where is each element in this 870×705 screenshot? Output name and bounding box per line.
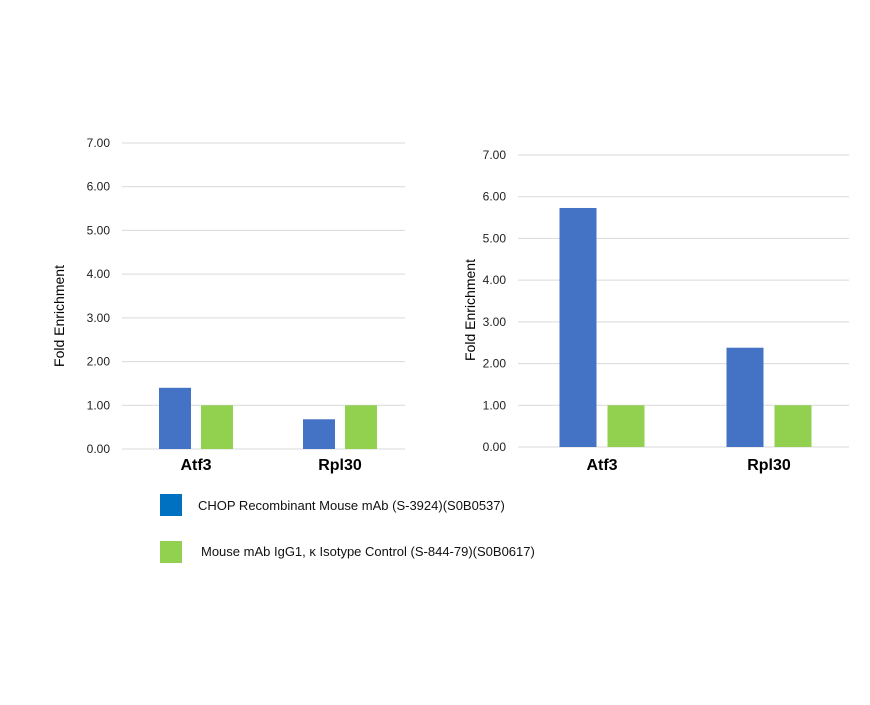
y-tick-label: 5.00 — [483, 231, 507, 245]
y-tick-label: 3.00 — [483, 315, 507, 329]
legend: CHOP Recombinant Mouse mAb (S-3924)(S0B0… — [160, 494, 535, 563]
bar — [345, 405, 377, 449]
bar — [159, 387, 191, 449]
y-tick-label: 1.00 — [87, 398, 111, 412]
y-tick-label: 2.00 — [87, 355, 111, 369]
legend-swatch-chop — [160, 494, 182, 516]
y-tick-label: 7.00 — [483, 148, 507, 162]
y-tick-label: 5.00 — [87, 223, 111, 237]
y-tick-label: 7.00 — [87, 136, 111, 150]
y-tick-label: 0.00 — [483, 440, 507, 454]
y-axis-label: Fold Enrichment — [51, 265, 67, 367]
chart-right: 0.00 1.00 2.00 3.00 4.00 5.00 6.00 7.00 Atf3 Rpl3… — [462, 148, 849, 474]
y-tick-label: 6.00 — [87, 180, 111, 194]
category-label: Atf3 — [586, 457, 617, 474]
bar — [607, 405, 645, 447]
category-label: Rpl30 — [318, 457, 362, 474]
bar — [201, 405, 233, 449]
y-tick-label: 0.00 — [87, 442, 111, 456]
bar — [303, 419, 335, 449]
legend-label-chop: CHOP Recombinant Mouse mAb (S-3924)(S0B0… — [198, 498, 505, 513]
bar — [726, 347, 764, 447]
y-tick-label: 4.00 — [87, 267, 111, 281]
y-tick-label: 2.00 — [483, 357, 507, 371]
bar — [559, 207, 597, 447]
legend-swatch-isotype — [160, 541, 182, 563]
y-tick-label: 1.00 — [483, 398, 507, 412]
bar — [774, 405, 812, 447]
y-tick-label: 4.00 — [483, 273, 507, 287]
category-label: Rpl30 — [747, 457, 791, 474]
chart-left: 0.00 1.00 2.00 3.00 4.00 5.00 6.00 7.00 Atf3 Rpl3… — [51, 136, 405, 474]
category-label: Atf3 — [180, 457, 211, 474]
y-axis-label: Fold Enrichment — [462, 259, 478, 361]
legend-label-isotype: Mouse mAb IgG1, κ Isotype Control (S-844… — [201, 544, 535, 559]
y-tick-label: 3.00 — [87, 311, 111, 325]
y-tick-label: 6.00 — [483, 190, 507, 204]
